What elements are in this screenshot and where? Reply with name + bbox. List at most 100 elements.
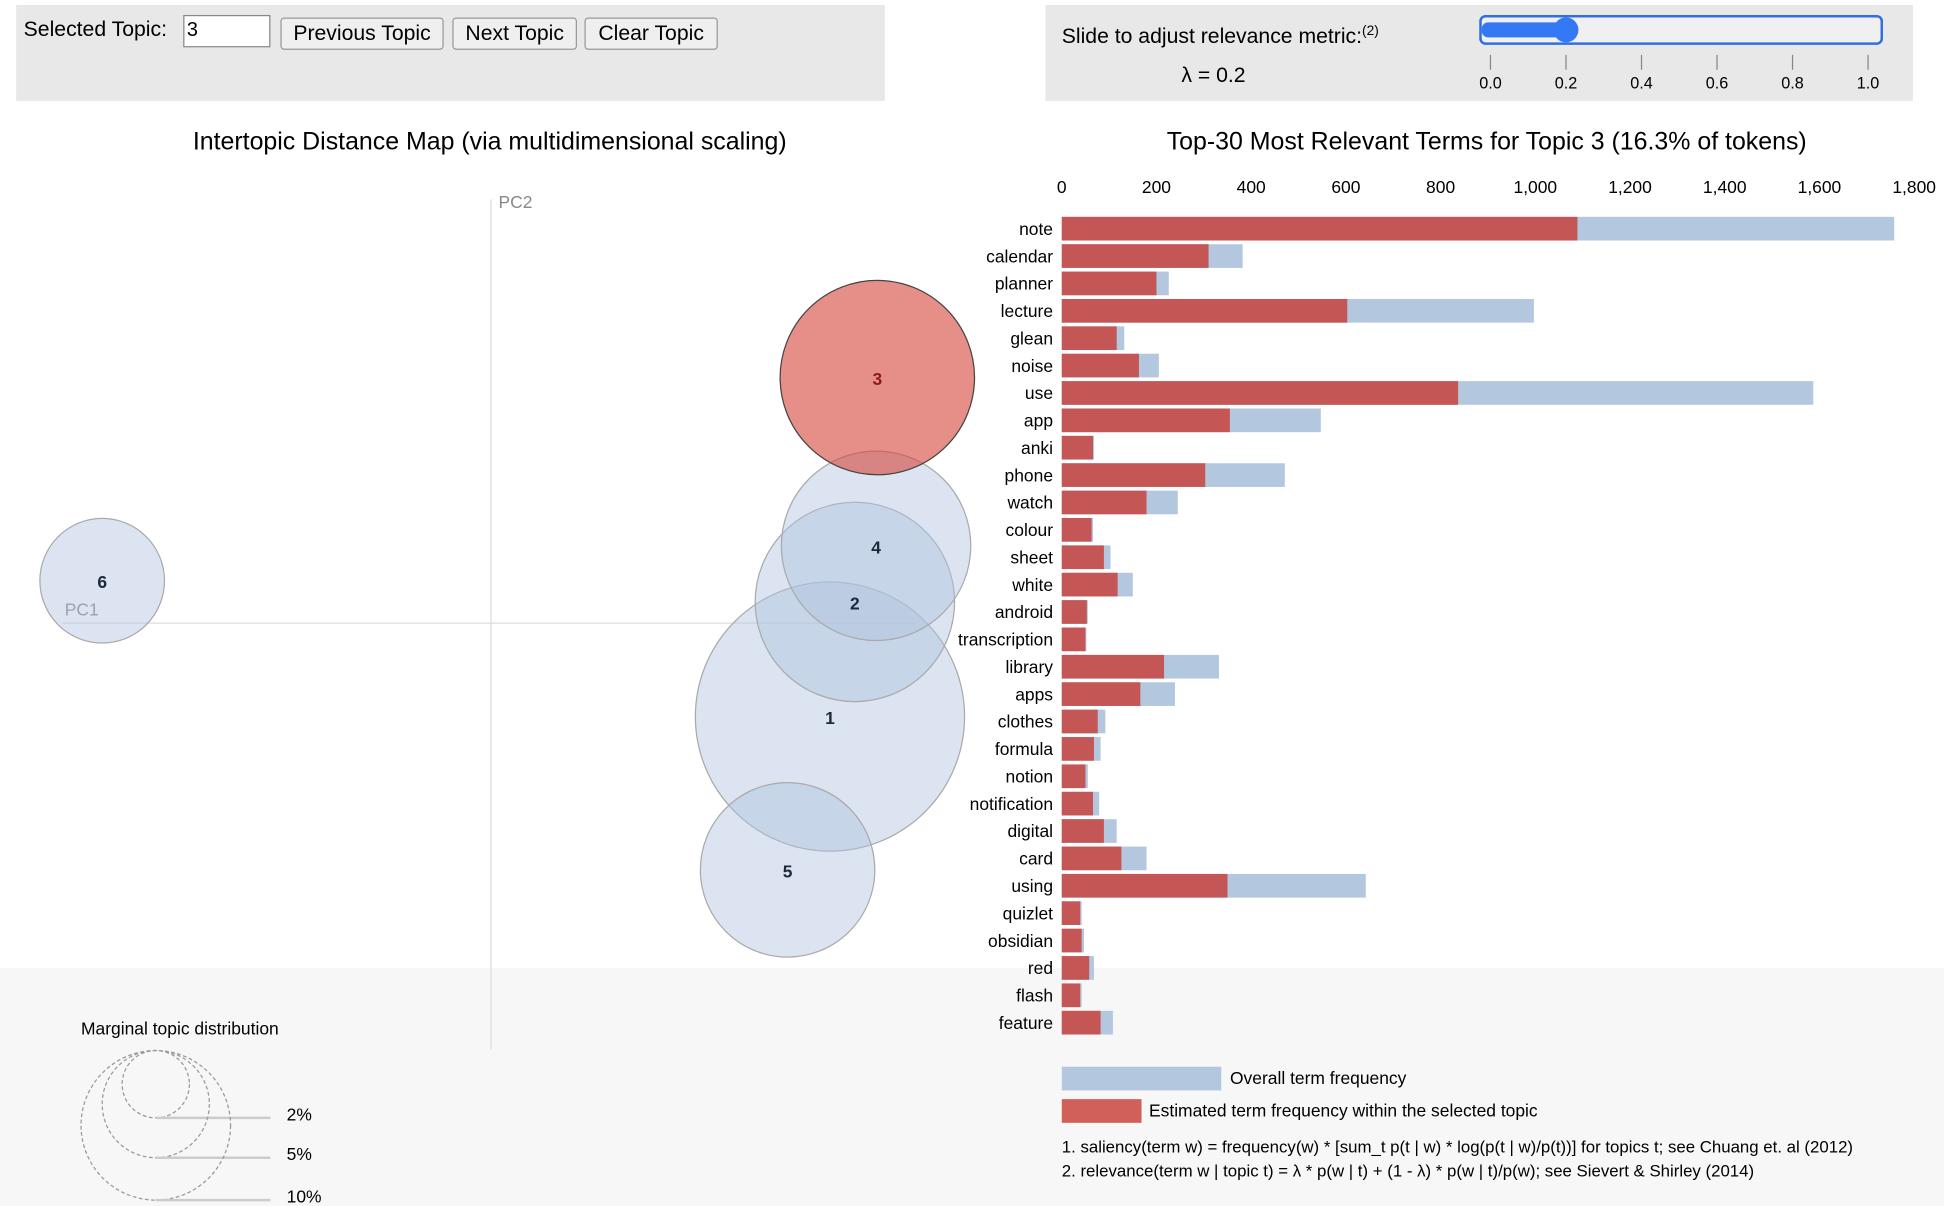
term-label[interactable]: apps xyxy=(1015,684,1053,704)
term-label[interactable]: android xyxy=(995,602,1053,622)
bar-topic-use[interactable] xyxy=(1061,381,1459,405)
term-label[interactable]: noise xyxy=(1011,356,1053,376)
term-label[interactable]: app xyxy=(1024,411,1053,431)
bar-topic-noise[interactable] xyxy=(1061,353,1139,378)
term-label[interactable]: quizlet xyxy=(1003,903,1054,923)
topic-circle-6[interactable] xyxy=(39,517,166,644)
bar-topic-planner[interactable] xyxy=(1061,271,1157,296)
term-label[interactable]: obsidian xyxy=(988,931,1053,951)
bar-topic-transcription[interactable] xyxy=(1061,627,1086,652)
bar-topic-calendar[interactable] xyxy=(1061,244,1209,268)
topic-circle-3[interactable] xyxy=(779,279,976,476)
x-tick-label: 400 xyxy=(1237,177,1266,197)
bar-topic-phone[interactable] xyxy=(1061,463,1206,487)
term-label[interactable]: watch xyxy=(1006,493,1053,513)
marginal-size-circle xyxy=(101,1049,210,1159)
bar-topic-library[interactable] xyxy=(1061,654,1165,679)
term-label[interactable]: use xyxy=(1025,383,1053,403)
legend-overall-swatch xyxy=(1061,1066,1222,1091)
bar-topic-app[interactable] xyxy=(1061,408,1230,433)
legend-topic-swatch xyxy=(1061,1099,1142,1123)
relevance-panel: Slide to adjust relevance metric:(2) λ =… xyxy=(1045,4,1913,101)
term-label[interactable]: notion xyxy=(1006,766,1054,786)
bar-topic-lecture[interactable] xyxy=(1061,298,1348,323)
bar-topic-using[interactable] xyxy=(1061,873,1228,898)
x-tick-label: 600 xyxy=(1331,177,1360,197)
bar-topic-glean[interactable] xyxy=(1061,326,1117,351)
term-label[interactable]: digital xyxy=(1007,821,1053,841)
term-label[interactable]: white xyxy=(1011,575,1053,595)
bar-topic-red[interactable] xyxy=(1061,956,1090,980)
selected-topic-label: Selected Topic: xyxy=(23,17,167,42)
bar-topic-formula[interactable] xyxy=(1061,737,1094,761)
bar-topic-clothes[interactable] xyxy=(1061,709,1098,734)
term-label[interactable]: clothes xyxy=(998,712,1054,732)
term-label[interactable]: transcription xyxy=(958,630,1053,650)
term-label[interactable]: notification xyxy=(970,794,1053,814)
term-label[interactable]: note xyxy=(1019,219,1053,239)
clear-topic-button[interactable]: Clear Topic xyxy=(584,17,718,50)
term-label[interactable]: anki xyxy=(1021,438,1053,458)
bar-topic-obsidian[interactable] xyxy=(1061,928,1082,953)
term-label[interactable]: glean xyxy=(1010,328,1053,348)
topic-circle-5[interactable] xyxy=(699,781,876,958)
term-label[interactable]: flash xyxy=(1016,986,1053,1006)
slider-thumb[interactable] xyxy=(1553,17,1579,43)
bar-topic-card[interactable] xyxy=(1061,846,1122,871)
x-tick-label: 1,200 xyxy=(1608,177,1652,197)
bar-topic-white[interactable] xyxy=(1061,572,1118,597)
bar-topic-sheet[interactable] xyxy=(1061,545,1104,570)
bar-topic-anki[interactable] xyxy=(1061,435,1094,460)
term-label[interactable]: card xyxy=(1019,849,1053,869)
slider-label: Slide to adjust relevance metric:(2) xyxy=(1062,24,1379,50)
bar-topic-apps[interactable] xyxy=(1061,682,1141,706)
x-tick-label: 1,000 xyxy=(1513,177,1557,197)
x-tick-label: 200 xyxy=(1142,177,1171,197)
slider-tick-label: 0.6 xyxy=(1706,74,1729,92)
term-label[interactable]: phone xyxy=(1005,465,1054,485)
marginal-legend-title: Marginal topic distribution xyxy=(81,1018,279,1038)
x-tick-label: 1,800 xyxy=(1892,177,1936,197)
bar-topic-note[interactable] xyxy=(1061,216,1578,241)
term-label[interactable]: using xyxy=(1011,876,1053,896)
term-label[interactable]: calendar xyxy=(986,246,1053,266)
term-label[interactable]: sheet xyxy=(1010,547,1053,567)
marginal-size-label: 5% xyxy=(287,1144,312,1164)
term-label[interactable]: feature xyxy=(999,1013,1053,1033)
selected-topic-input[interactable] xyxy=(183,14,271,48)
bar-topic-feature[interactable] xyxy=(1061,1010,1101,1035)
topic-label-2: 2 xyxy=(850,593,860,613)
bar-topic-flash[interactable] xyxy=(1061,983,1081,1008)
slider-tick-label: 0.2 xyxy=(1555,74,1578,92)
bar-topic-watch[interactable] xyxy=(1061,490,1147,515)
bar-topic-notification[interactable] xyxy=(1061,791,1094,816)
page-bottom xyxy=(0,968,1944,1206)
term-label[interactable]: library xyxy=(1006,657,1054,677)
relevant-terms-chart: Top-30 Most Relevant Terms for Topic 3 (… xyxy=(958,128,1936,1181)
term-label[interactable]: red xyxy=(1028,958,1053,978)
previous-topic-button[interactable]: Previous Topic xyxy=(280,17,444,50)
pc2-label: PC2 xyxy=(498,192,532,212)
bar-topic-quizlet[interactable] xyxy=(1061,901,1081,925)
bar-topic-digital[interactable] xyxy=(1061,819,1104,843)
slider-tick-label: 0.0 xyxy=(1479,74,1502,92)
term-label[interactable]: lecture xyxy=(1001,301,1053,321)
bar-topic-notion[interactable] xyxy=(1061,764,1086,789)
term-label[interactable]: colour xyxy=(1006,520,1054,540)
legend-topic-label: Estimated term frequency within the sele… xyxy=(1149,1101,1538,1121)
term-label[interactable]: formula xyxy=(995,739,1053,759)
relevance-slider[interactable]: 0.0 0.2 0.4 0.6 0.8 1.0 xyxy=(1469,5,1893,101)
lambda-readout: λ = 0.2 xyxy=(1181,63,1246,88)
topic-circle-2[interactable] xyxy=(754,501,956,703)
topic-label-3: 3 xyxy=(872,369,882,389)
term-label[interactable]: planner xyxy=(995,274,1053,294)
pc1-label: PC1 xyxy=(65,600,99,620)
x-tick-label: 1,400 xyxy=(1703,177,1747,197)
slider-track[interactable] xyxy=(1479,14,1884,45)
bar-topic-colour[interactable] xyxy=(1061,518,1092,542)
topic-circle-1[interactable] xyxy=(694,581,966,852)
bar-topic-android[interactable] xyxy=(1061,600,1087,624)
next-topic-button[interactable]: Next Topic xyxy=(452,17,577,50)
marginal-size-label: 2% xyxy=(287,1104,312,1124)
